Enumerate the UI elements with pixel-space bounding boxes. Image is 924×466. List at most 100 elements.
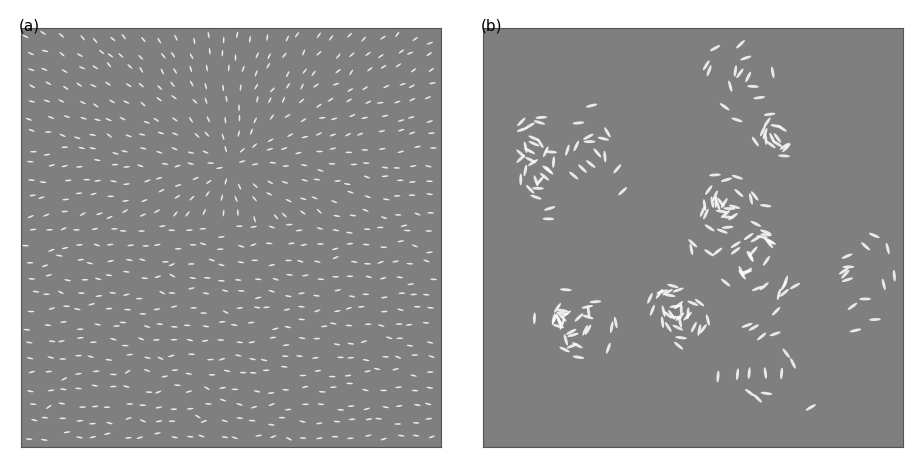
Ellipse shape [158, 132, 164, 134]
Ellipse shape [734, 65, 737, 77]
Ellipse shape [192, 99, 198, 104]
Ellipse shape [844, 266, 854, 268]
Ellipse shape [46, 229, 53, 231]
Ellipse shape [732, 117, 743, 122]
Ellipse shape [238, 245, 245, 247]
Ellipse shape [763, 238, 774, 244]
Ellipse shape [364, 176, 370, 178]
Ellipse shape [360, 340, 367, 343]
Ellipse shape [23, 329, 30, 330]
Ellipse shape [381, 65, 386, 69]
Ellipse shape [83, 179, 91, 180]
Ellipse shape [581, 305, 593, 309]
Ellipse shape [704, 249, 713, 256]
Ellipse shape [78, 54, 83, 57]
Ellipse shape [144, 121, 150, 123]
Ellipse shape [282, 213, 286, 217]
Ellipse shape [583, 315, 593, 319]
Ellipse shape [222, 50, 224, 56]
Ellipse shape [30, 229, 36, 231]
Ellipse shape [283, 344, 289, 346]
Ellipse shape [395, 32, 399, 37]
Ellipse shape [295, 152, 301, 154]
Ellipse shape [29, 371, 34, 373]
Ellipse shape [847, 303, 857, 310]
Ellipse shape [249, 36, 251, 43]
Ellipse shape [195, 415, 201, 418]
Ellipse shape [156, 323, 163, 325]
Ellipse shape [270, 114, 274, 120]
Ellipse shape [93, 244, 99, 246]
Ellipse shape [62, 69, 67, 73]
Ellipse shape [123, 294, 129, 296]
Ellipse shape [140, 213, 146, 216]
Ellipse shape [188, 152, 194, 154]
Ellipse shape [26, 118, 32, 121]
Ellipse shape [193, 38, 195, 44]
Ellipse shape [556, 315, 562, 325]
Ellipse shape [526, 185, 534, 194]
Ellipse shape [154, 244, 160, 246]
Ellipse shape [748, 85, 758, 88]
Ellipse shape [414, 212, 420, 215]
Ellipse shape [29, 278, 35, 280]
Ellipse shape [752, 137, 759, 145]
Ellipse shape [650, 305, 655, 315]
Ellipse shape [721, 199, 727, 208]
Ellipse shape [168, 420, 175, 422]
Ellipse shape [46, 82, 52, 85]
Ellipse shape [614, 165, 621, 173]
Ellipse shape [218, 264, 225, 266]
Ellipse shape [225, 96, 227, 102]
Ellipse shape [158, 132, 164, 134]
Ellipse shape [573, 356, 583, 359]
Ellipse shape [238, 115, 240, 122]
Ellipse shape [705, 225, 714, 231]
Ellipse shape [760, 233, 772, 236]
Ellipse shape [256, 53, 259, 58]
Ellipse shape [398, 293, 405, 294]
Ellipse shape [286, 35, 289, 41]
Ellipse shape [301, 164, 308, 166]
Ellipse shape [429, 355, 434, 358]
Ellipse shape [526, 185, 533, 193]
Ellipse shape [49, 308, 55, 310]
Ellipse shape [414, 404, 420, 406]
Ellipse shape [383, 199, 390, 200]
Ellipse shape [161, 69, 164, 75]
Ellipse shape [156, 151, 163, 154]
Ellipse shape [285, 326, 291, 328]
Ellipse shape [429, 82, 435, 84]
Ellipse shape [254, 391, 260, 392]
Ellipse shape [171, 82, 175, 87]
Ellipse shape [722, 178, 732, 182]
Ellipse shape [382, 175, 388, 177]
Ellipse shape [748, 251, 754, 262]
Ellipse shape [287, 133, 293, 137]
Ellipse shape [159, 226, 165, 227]
Ellipse shape [107, 62, 111, 68]
Ellipse shape [44, 324, 51, 326]
Ellipse shape [254, 83, 258, 89]
Ellipse shape [348, 418, 356, 420]
Ellipse shape [218, 236, 225, 238]
Ellipse shape [43, 100, 50, 102]
Ellipse shape [45, 82, 52, 85]
Ellipse shape [752, 287, 761, 291]
Ellipse shape [396, 405, 403, 407]
Ellipse shape [270, 435, 276, 438]
Ellipse shape [302, 50, 305, 55]
Ellipse shape [204, 131, 209, 137]
Ellipse shape [749, 324, 759, 330]
Ellipse shape [398, 435, 405, 437]
Ellipse shape [583, 134, 593, 140]
Ellipse shape [529, 136, 540, 141]
Ellipse shape [298, 260, 304, 262]
Ellipse shape [363, 162, 370, 164]
Ellipse shape [395, 423, 401, 425]
Ellipse shape [218, 264, 224, 266]
Ellipse shape [412, 37, 418, 41]
Ellipse shape [77, 82, 82, 87]
Ellipse shape [250, 129, 253, 135]
Ellipse shape [202, 151, 209, 154]
